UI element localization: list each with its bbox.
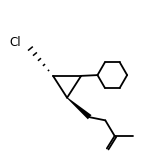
Polygon shape	[67, 97, 92, 119]
Text: Cl: Cl	[10, 36, 21, 49]
